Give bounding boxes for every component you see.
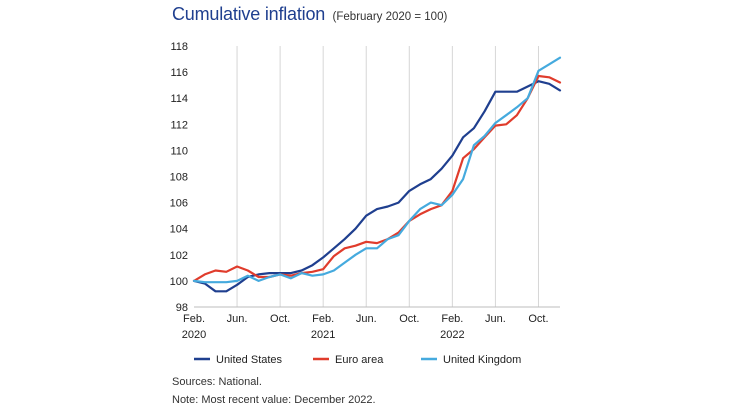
y-tick-label-106: 106 xyxy=(170,198,188,210)
x-tick-label-2021-02: Feb. xyxy=(312,313,334,325)
legend-label-0: United States xyxy=(216,354,283,366)
chart-title-main: Cumulative inflation xyxy=(172,4,326,24)
x-tick-label-2021-06: Jun. xyxy=(356,313,377,325)
y-tick-label-100: 100 xyxy=(170,276,188,288)
legend-label-1: Euro area xyxy=(335,354,384,366)
x-tick-label-2020-06: Jun. xyxy=(227,313,248,325)
series-line-2 xyxy=(192,56,562,284)
x-tick-label-2022-06: Jun. xyxy=(485,313,506,325)
y-tick-label-98: 98 xyxy=(176,302,188,314)
y-tick-label-114: 114 xyxy=(170,93,188,105)
series-line-0 xyxy=(192,80,562,293)
most-recent-note: Note: Most recent value: December 2022. xyxy=(172,394,376,406)
y-tick-label-104: 104 xyxy=(170,224,188,236)
y-tick-label-112: 112 xyxy=(170,119,188,131)
x-tick-label-2021-10: Oct. xyxy=(399,313,419,325)
x-tick-label-2022-02: Feb. xyxy=(441,313,463,325)
x-tick-label-2022-10: Oct. xyxy=(528,313,548,325)
x-tick-label-2020-10: Oct. xyxy=(270,313,290,325)
sources-note: Sources: National. xyxy=(172,376,262,388)
series-line-1 xyxy=(192,74,562,282)
y-tick-label-116: 116 xyxy=(170,67,188,79)
x-tick-year-2020-02: 2020 xyxy=(182,329,206,341)
y-tick-label-108: 108 xyxy=(170,172,188,184)
y-tick-label-118: 118 xyxy=(170,41,188,53)
x-tick-label-2020-02: Feb. xyxy=(183,313,205,325)
chart-title: Cumulative inflation (February 2020 = 10… xyxy=(172,4,447,25)
y-tick-label-102: 102 xyxy=(170,250,188,262)
x-tick-year-2022-02: 2022 xyxy=(440,329,464,341)
legend-label-2: United Kingdom xyxy=(443,354,521,366)
chart-subtitle: (February 2020 = 100) xyxy=(332,11,448,23)
x-tick-year-2021-02: 2021 xyxy=(311,329,335,341)
y-tick-label-110: 110 xyxy=(170,145,188,157)
